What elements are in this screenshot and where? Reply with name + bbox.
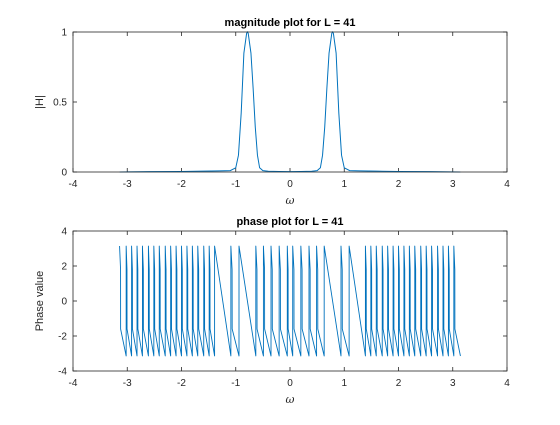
x-tick-label: 4	[504, 179, 510, 190]
x-axis-label-magnitude: ω	[286, 194, 295, 207]
x-tick-label: 2	[396, 179, 402, 190]
x-tick-label: -3	[123, 179, 132, 190]
x-tick-label: 4	[504, 378, 510, 389]
y-axis-label-magnitude: |H|	[34, 95, 46, 109]
y-tick-label: -4	[58, 367, 67, 378]
y-tick-label: 0.5	[53, 98, 67, 109]
x-tick-label: 2	[396, 378, 402, 389]
chart-title-magnitude: magnitude plot for L = 41	[225, 17, 356, 29]
magnitude-series-line	[119, 31, 461, 173]
y-tick-label: -2	[58, 332, 67, 343]
x-tick-label: 1	[341, 179, 347, 190]
x-tick-label: 3	[450, 378, 456, 389]
chart-title-phase: phase plot for L = 41	[236, 216, 343, 228]
ticks-magnitude: -4 -3 -2 -1 0 1 2 3 4 0 0.5 1	[53, 28, 510, 191]
x-axis-label-phase: ω	[286, 393, 295, 406]
x-tick-label: -3	[123, 378, 132, 389]
x-tick-label: -4	[69, 179, 78, 190]
axes-frame-magnitude	[72, 31, 508, 173]
axes-phase: phase plot for L = 41 Phase value ω -4 -3…	[34, 216, 510, 406]
y-tick-label: 1	[61, 28, 67, 39]
phase-series-line	[119, 245, 461, 357]
x-tick-label: -2	[177, 179, 186, 190]
x-tick-label: -1	[231, 378, 240, 389]
y-tick-label: 2	[61, 262, 67, 273]
x-tick-label: -2	[177, 378, 186, 389]
axes-magnitude: magnitude plot for L = 41 |H| ω -4 -3 -2 -1…	[34, 17, 510, 207]
axes-frame-phase	[72, 230, 508, 372]
y-axis-label-phase: Phase value	[34, 271, 46, 332]
series-magnitude	[119, 31, 461, 173]
x-tick-label: 0	[287, 378, 293, 389]
x-tick-label: -4	[69, 378, 78, 389]
y-tick-label: 4	[61, 227, 67, 238]
x-tick-label: 1	[341, 378, 347, 389]
series-phase	[119, 245, 461, 357]
ticks-phase: -4 -3 -2 -1 0 1 2 3 4 -4 -2 0 2 4	[58, 227, 510, 390]
y-tick-label: 0	[61, 297, 67, 308]
x-tick-label: -1	[231, 179, 240, 190]
y-tick-label: 0	[61, 168, 67, 179]
x-tick-label: 3	[450, 179, 456, 190]
x-tick-label: 0	[287, 179, 293, 190]
